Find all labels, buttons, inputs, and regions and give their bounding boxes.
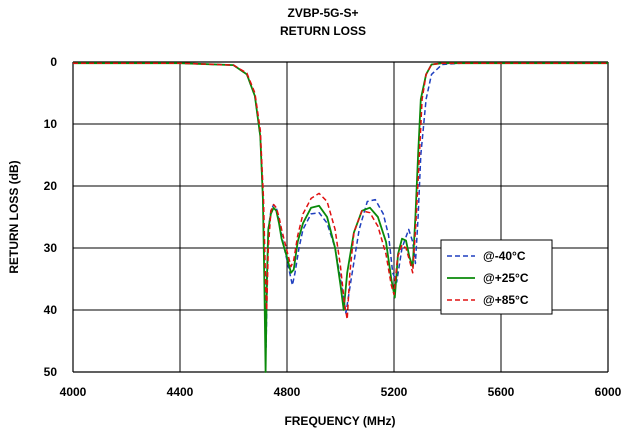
legend-box [440, 239, 553, 315]
y-tick-label: 10 [44, 117, 58, 131]
chart-subtitle: RETURN LOSS [280, 24, 366, 38]
x-tick-label: 4000 [60, 385, 87, 399]
series-line-3 [73, 62, 608, 321]
y-tick-label: 30 [44, 241, 58, 255]
y-tick-label: 40 [44, 303, 58, 317]
grid-lines [72, 61, 609, 373]
legend-label: @+25°C [483, 271, 529, 285]
x-tick-label: 5600 [488, 385, 515, 399]
x-tick-label: 4400 [167, 385, 194, 399]
y-tick-label: 20 [44, 179, 58, 193]
data-series [73, 62, 608, 373]
legend-label: @-40°C [483, 249, 526, 263]
x-axis-label: FREQUENCY (MHz) [284, 414, 395, 428]
chart-title: ZVBP-5G-S+ [287, 6, 358, 20]
legend-label: @+85°C [483, 293, 529, 307]
y-tick-label: 50 [44, 365, 58, 379]
legend: @-40°C @+25°C @+85°C [440, 239, 553, 315]
y-tick-label: 0 [50, 55, 57, 69]
x-tick-label: 6000 [595, 385, 622, 399]
series-line-2 [73, 62, 608, 373]
x-tick-label: 5200 [381, 385, 408, 399]
x-tick-label: 4800 [274, 385, 301, 399]
y-axis-label: RETURN LOSS (dB) [7, 160, 21, 273]
